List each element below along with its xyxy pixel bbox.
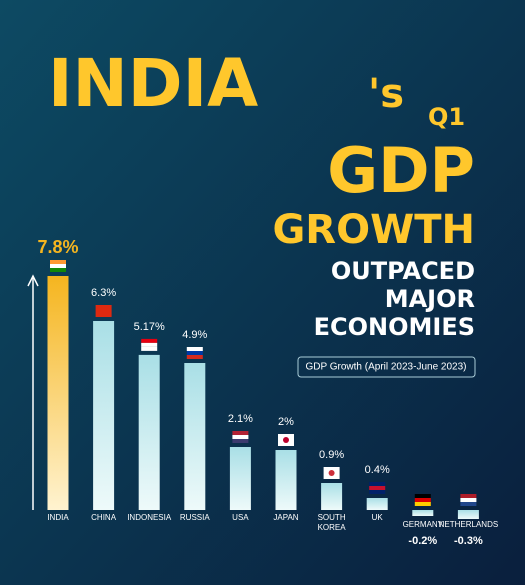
subtitle: OUTPACED bbox=[331, 257, 475, 285]
flag bbox=[414, 498, 431, 502]
flag bbox=[95, 305, 112, 309]
flag bbox=[414, 502, 431, 506]
flag bbox=[50, 264, 66, 268]
value-label: 2% bbox=[278, 416, 294, 428]
title-growth: GROWTH bbox=[272, 207, 475, 253]
flag bbox=[323, 467, 340, 471]
flag bbox=[232, 431, 249, 435]
flag bbox=[414, 494, 431, 498]
x-tick-label: NETHERLANDS bbox=[439, 520, 499, 529]
x-tick-label: CHINA bbox=[91, 513, 117, 522]
flag bbox=[141, 342, 158, 347]
value-label: -0.3% bbox=[454, 535, 483, 547]
flag bbox=[50, 268, 66, 272]
bar bbox=[275, 450, 297, 510]
x-tick-label: UK bbox=[372, 513, 384, 522]
value-label: 0.9% bbox=[319, 449, 344, 461]
flag bbox=[141, 346, 158, 351]
title-gdp: GDP bbox=[327, 134, 475, 207]
legend-label: GDP Growth (April 2023-June 2023) bbox=[305, 362, 466, 373]
legend-box bbox=[297, 356, 476, 378]
flag bbox=[186, 355, 203, 359]
x-tick-label: RUSSIA bbox=[180, 513, 210, 522]
flag bbox=[323, 475, 340, 479]
subtitle: ECONOMIES bbox=[314, 313, 475, 341]
flag-emblem bbox=[283, 437, 289, 443]
flag bbox=[186, 347, 203, 351]
flag bbox=[95, 309, 112, 313]
bar bbox=[93, 321, 115, 510]
bar bbox=[457, 510, 479, 519]
bar bbox=[321, 483, 343, 510]
bar bbox=[412, 510, 434, 516]
x-tick-label: INDONESIA bbox=[127, 513, 172, 522]
bar bbox=[184, 363, 206, 510]
flag bbox=[141, 338, 158, 343]
title-s: 's bbox=[368, 71, 404, 117]
bar bbox=[47, 276, 69, 510]
flag bbox=[369, 482, 386, 486]
flag bbox=[460, 502, 477, 506]
flag bbox=[232, 435, 249, 439]
bar bbox=[366, 498, 388, 510]
flag bbox=[95, 313, 112, 317]
value-label: 6.3% bbox=[91, 287, 116, 299]
value-label: 2.1% bbox=[228, 413, 253, 425]
value-label: 0.4% bbox=[365, 464, 390, 476]
flag bbox=[232, 439, 249, 443]
subtitle: MAJOR bbox=[385, 285, 475, 313]
title-q1: Q1 bbox=[428, 103, 465, 131]
title-india: INDIA bbox=[48, 45, 258, 122]
flag bbox=[186, 351, 203, 355]
value-label: -0.2% bbox=[408, 535, 437, 547]
arrow-head bbox=[27, 274, 39, 287]
x-tick-label: JAPAN bbox=[273, 513, 298, 522]
flag bbox=[50, 260, 66, 264]
bar bbox=[138, 354, 160, 510]
x-tick-label: SOUTH KOREA bbox=[318, 513, 347, 532]
value-label-highlight: 7.8% bbox=[37, 237, 78, 257]
flag bbox=[460, 498, 477, 502]
value-label: 4.9% bbox=[182, 329, 207, 341]
flag bbox=[369, 490, 386, 494]
x-tick-label: USA bbox=[232, 513, 249, 522]
flag bbox=[278, 434, 294, 438]
flag bbox=[278, 442, 294, 446]
flag bbox=[369, 486, 386, 490]
bar bbox=[229, 447, 251, 510]
value-label: 5.17% bbox=[134, 321, 165, 333]
x-tick-label: GERMANY bbox=[403, 520, 444, 529]
flag-emblem bbox=[328, 470, 335, 476]
flag bbox=[460, 494, 477, 498]
x-tick-label: INDIA bbox=[47, 513, 69, 522]
